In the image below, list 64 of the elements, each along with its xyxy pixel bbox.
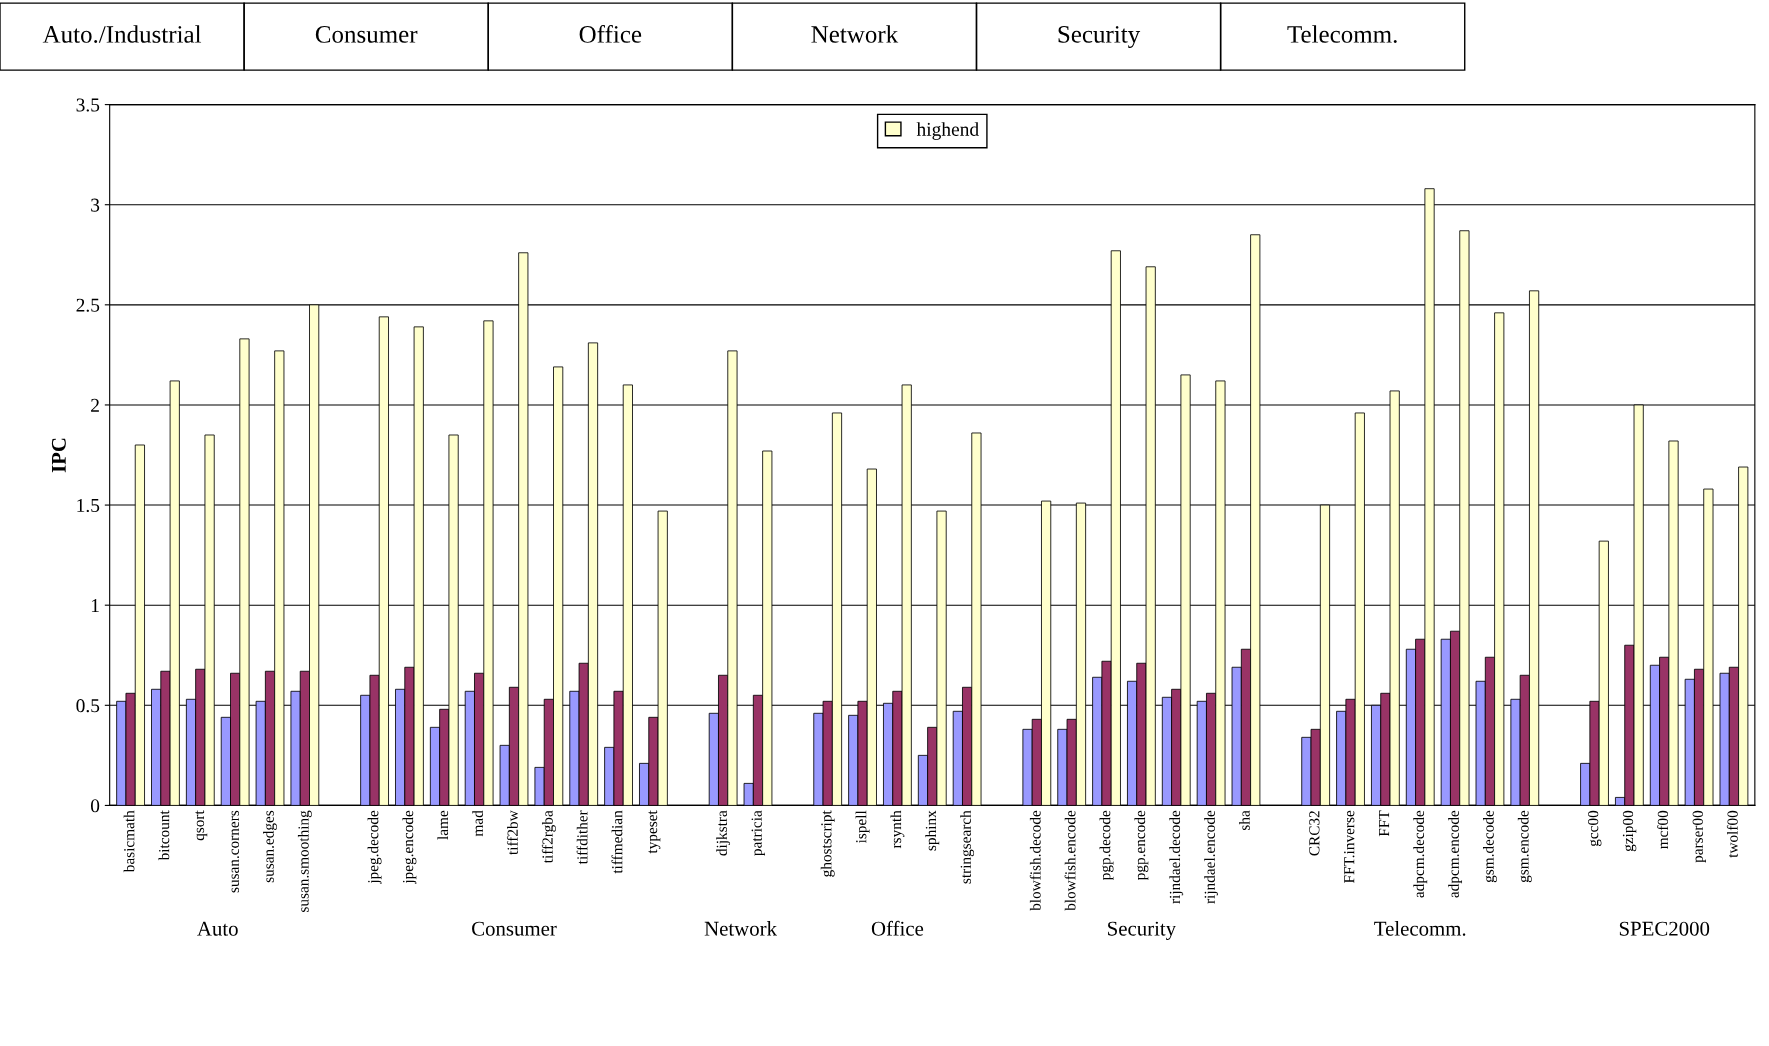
x-tick-label: rijndael.encode [1204, 810, 1219, 904]
x-tick-label: gsm.encode [1517, 810, 1532, 883]
x-tick-label: patricia [751, 810, 765, 856]
x-tick-label: twolf00 [1726, 810, 1738, 858]
x-tick-label: mcf00 [1657, 810, 1669, 849]
text: Security [1058, 26, 1141, 48]
x-tick-label: tiff2bw [506, 810, 518, 855]
text: Office [579, 25, 642, 43]
text: Network [704, 921, 778, 936]
x-tick-label: qsort [195, 810, 208, 841]
y-tick-label: 2.5 [76, 298, 100, 312]
x-tick-label: pgp.decode [1099, 810, 1114, 881]
y-tick-label: 1 [91, 599, 99, 612]
x-tick-label: FFT [1379, 810, 1390, 837]
y-tick-label: 3.5 [76, 98, 100, 112]
x-tick-label: ghostscript [820, 810, 835, 877]
y-tick-label: 1.5 [77, 498, 100, 513]
x-tick-label: tiffmedian [611, 810, 623, 874]
x-tick-label: lame [437, 810, 449, 840]
y-tick-label: 0 [90, 799, 100, 813]
x-tick-label: pgp.encode [1134, 810, 1149, 881]
x-tick-label: gsm.decode [1483, 810, 1497, 883]
x-tick-label: dijkstra [716, 810, 731, 856]
x-tick-label: basicmath [123, 810, 135, 873]
x-tick-label: jpeg.decode [367, 810, 382, 885]
legend-label: highend [916, 122, 979, 140]
text: Security [1108, 921, 1177, 940]
x-tick-label: gcc00 [1587, 810, 1602, 847]
text: Network [811, 25, 899, 43]
x-tick-label: sphinx [925, 810, 940, 851]
x-tick-label: sha [1239, 810, 1250, 831]
x-tick-label: blowfish.decode [1029, 810, 1041, 911]
x-tick-label: FFT.inverse [1344, 810, 1355, 883]
x-tick-label: bitcount [158, 810, 170, 861]
text: Auto [197, 921, 238, 936]
x-tick-label: tiffdither [576, 810, 588, 865]
text: Telecomm. [1287, 25, 1397, 43]
x-tick-label: rsynth [890, 810, 905, 849]
text: Auto./Industrial [42, 25, 202, 43]
x-tick-label: mad [472, 810, 483, 837]
x-tick-label: parser00 [1692, 810, 1707, 863]
text: SPEC2000 [1619, 921, 1710, 936]
y-tick-label: 2 [91, 398, 99, 412]
text: Telecomm. [1374, 921, 1466, 936]
x-tick-label: susan.corners [231, 810, 240, 893]
y-axis-title: IPC [51, 438, 66, 473]
text: Consumer [315, 26, 418, 43]
y-tick-label: 0.5 [76, 699, 100, 713]
x-tick-label: susan.smoothing [297, 810, 312, 912]
x-tick-label: rijndael.decode [1169, 810, 1184, 904]
x-tick-label: adpcm.encode [1448, 810, 1463, 898]
text: Office [871, 920, 924, 936]
x-tick-label: CRC32 [1309, 811, 1320, 856]
y-tick-label: 3 [91, 198, 100, 212]
x-tick-label: adpcm.decode [1413, 810, 1428, 898]
x-tick-label: susan.edges [263, 810, 277, 883]
x-tick-label: jpeg.encode [402, 810, 417, 885]
x-tick-label: blowfish.encode [1064, 810, 1076, 911]
x-tick-label: gzip00 [1622, 810, 1637, 852]
x-tick-label: tiff2rgba [541, 810, 556, 864]
x-tick-label: typeset [648, 810, 661, 854]
text: Consumer [472, 921, 557, 936]
x-tick-label: stringsearch [960, 810, 975, 884]
x-tick-label: ispell [855, 810, 870, 844]
